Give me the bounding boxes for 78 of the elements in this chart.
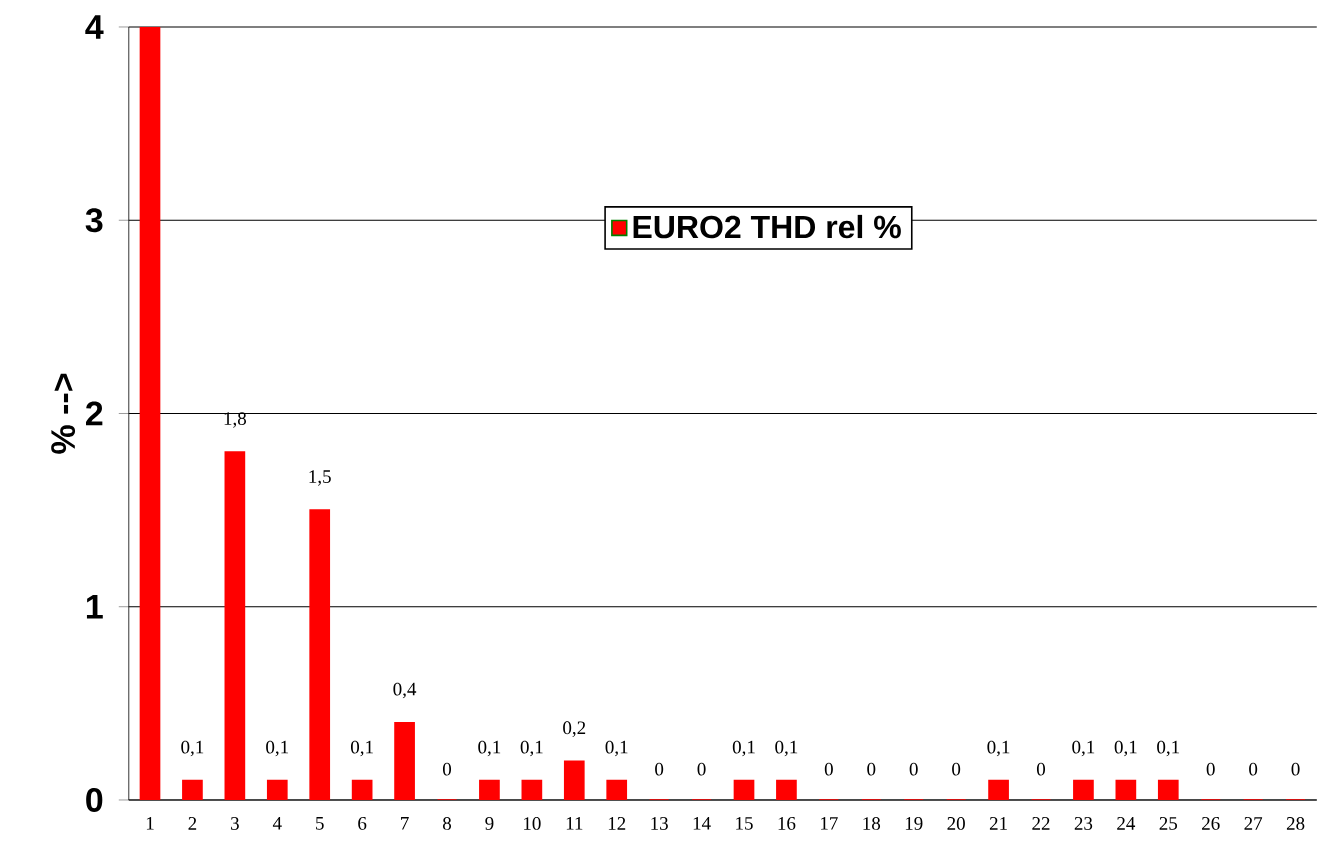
x-tick-label: 15 <box>736 817 753 830</box>
data-label: 0 <box>1291 762 1300 776</box>
x-tick-label: 22 <box>1032 817 1050 830</box>
data-label: 0,1 <box>181 740 204 757</box>
y-tick-label: 0 <box>86 787 103 813</box>
x-tick-label: 27 <box>1244 817 1263 830</box>
bar <box>139 26 161 800</box>
bar <box>1073 779 1094 800</box>
bar <box>733 779 755 800</box>
data-label: 0 <box>442 762 452 776</box>
data-label: 1,5 <box>309 470 331 486</box>
data-label: 0 <box>1206 762 1215 776</box>
data-label: 0 <box>824 762 833 776</box>
x-tick-label: 23 <box>1074 817 1093 830</box>
y-tick-label: 4 <box>85 15 104 39</box>
data-label: 0 <box>697 762 706 776</box>
y-axis-title: % --> <box>51 373 76 454</box>
data-label: 0 <box>909 762 918 776</box>
x-tick-label: 17 <box>821 817 838 830</box>
x-tick-label: 24 <box>1117 817 1136 830</box>
x-tick-label: 1 <box>146 817 154 830</box>
x-tick-label: 6 <box>358 817 367 830</box>
data-label: 0 <box>1036 762 1046 776</box>
x-tick-label: 18 <box>863 817 881 830</box>
x-tick-label: 5 <box>316 817 324 830</box>
data-label: 0,1 <box>775 740 798 757</box>
x-tick-label: 14 <box>693 817 711 830</box>
x-tick-label: 28 <box>1286 817 1305 830</box>
bar <box>351 779 373 800</box>
data-label: 0,1 <box>732 740 755 757</box>
bar <box>479 779 500 800</box>
x-tick-label: 4 <box>272 817 282 830</box>
x-tick-label: 13 <box>651 817 668 830</box>
data-label: 0,4 <box>393 682 417 699</box>
bar <box>776 779 797 800</box>
x-tick-label: 8 <box>442 817 452 830</box>
data-label: 0,1 <box>605 740 628 757</box>
x-tick-label: 20 <box>947 817 965 830</box>
bar <box>309 509 331 800</box>
data-label: 0,1 <box>1157 740 1180 757</box>
data-label: 0,2 <box>563 721 586 737</box>
x-tick-label: 2 <box>188 817 197 830</box>
bar <box>224 451 246 800</box>
data-label: 0,1 <box>1072 740 1095 757</box>
y-tick-label: 2 <box>86 401 103 426</box>
data-label: 0 <box>867 762 876 776</box>
bar <box>988 779 1009 800</box>
x-tick-label: 25 <box>1159 817 1178 830</box>
bar <box>182 779 203 800</box>
data-label: 0,1 <box>350 740 373 757</box>
y-tick-label: 1 <box>86 595 103 619</box>
x-tick-label: 16 <box>778 817 796 830</box>
data-label: 0 <box>952 762 961 776</box>
x-tick-label: 11 <box>566 817 583 830</box>
x-tick-label: 10 <box>524 817 541 830</box>
legend-label: EURO2 THD rel % <box>633 214 901 239</box>
bar <box>521 779 543 800</box>
x-tick-label: 7 <box>401 817 409 830</box>
x-tick-label: 26 <box>1202 817 1220 830</box>
x-tick-label: 3 <box>231 817 239 830</box>
data-label: 0,1 <box>266 740 289 757</box>
bar <box>394 721 415 800</box>
x-tick-label: 12 <box>608 817 626 830</box>
data-label: 0,1 <box>478 740 501 757</box>
y-tick-label: 3 <box>85 208 103 233</box>
data-label: 0,1 <box>520 740 543 757</box>
data-label: 0 <box>655 762 664 776</box>
data-label: 0,1 <box>1114 740 1137 757</box>
bar <box>266 779 288 800</box>
x-tick-label: 19 <box>905 817 923 830</box>
bar <box>1157 779 1179 800</box>
x-tick-label: 9 <box>485 817 494 830</box>
bar <box>563 760 585 800</box>
bar <box>1115 779 1137 800</box>
bar <box>606 779 628 800</box>
x-tick-label: 21 <box>989 817 1007 830</box>
data-label: 0 <box>1249 762 1258 776</box>
data-label: 0,1 <box>987 740 1010 757</box>
